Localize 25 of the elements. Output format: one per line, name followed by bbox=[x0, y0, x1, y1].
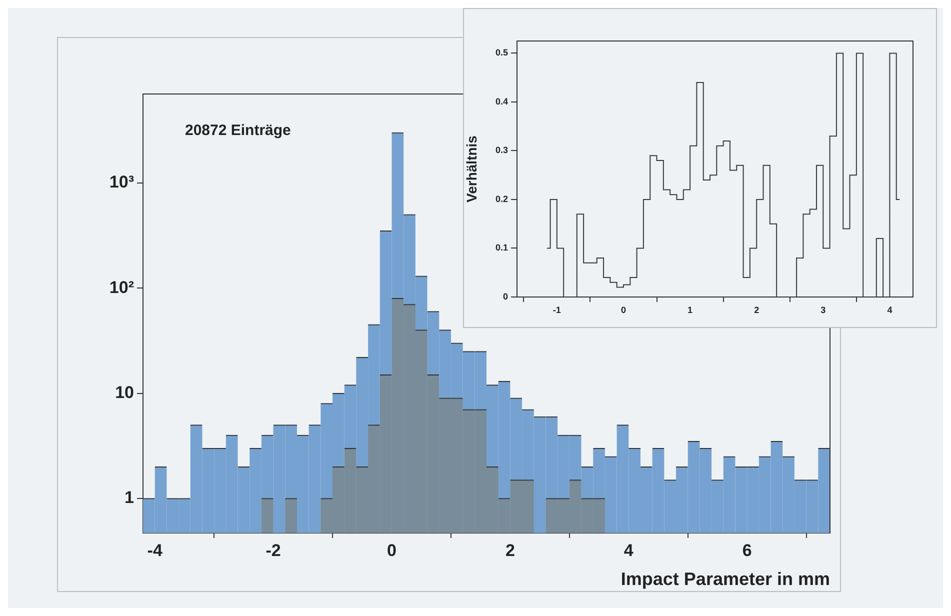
x-tick-label: -4 bbox=[147, 540, 163, 560]
y-tick-label: 0.4 bbox=[495, 96, 508, 106]
x-tick-label: 1 bbox=[688, 304, 693, 315]
y-tick-label: 10³ bbox=[109, 172, 134, 192]
x-tick-label: 2 bbox=[754, 304, 760, 315]
y-axis-title: Verhältnis bbox=[463, 135, 480, 202]
x-tick-label: -2 bbox=[266, 540, 281, 560]
y-tick-label: 0.1 bbox=[495, 242, 508, 253]
x-tick-label: 4 bbox=[624, 540, 634, 560]
y-tick-label: 1 bbox=[124, 488, 134, 508]
y-tick-label: 0.5 bbox=[495, 48, 508, 58]
y-tick-label: 0 bbox=[502, 291, 508, 302]
x-axis-title: Impact Parameter in mm bbox=[620, 569, 830, 590]
x-tick-label: 0 bbox=[620, 304, 626, 315]
x-tick-label: 4 bbox=[887, 304, 892, 315]
x-tick-label: 6 bbox=[742, 540, 752, 560]
y-tick-label: 0.2 bbox=[495, 194, 508, 204]
x-tick-label: 2 bbox=[505, 540, 515, 560]
annotation: 20872 Einträge bbox=[185, 122, 291, 140]
x-tick-label: 3 bbox=[820, 304, 826, 315]
y-tick-label: 10 bbox=[115, 382, 134, 402]
x-tick-label: -1 bbox=[552, 304, 561, 315]
y-tick-label: 10² bbox=[109, 278, 134, 297]
x-tick-label: 0 bbox=[387, 540, 396, 560]
y-tick-label: 0.3 bbox=[495, 145, 508, 156]
